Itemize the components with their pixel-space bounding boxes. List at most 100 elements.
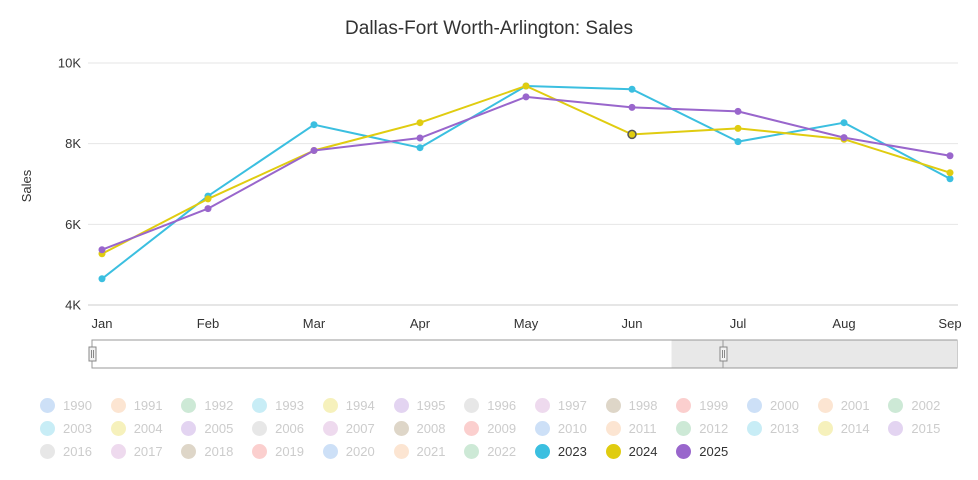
legend-label: 2015 [911,420,941,436]
legend-item-2016[interactable]: 2016 [40,441,92,461]
legend-label: 1990 [63,397,92,413]
legend-marker-icon [747,420,762,436]
legend-item-2019[interactable]: 2019 [252,441,304,461]
legend-item-2015[interactable]: 2015 [888,418,940,438]
legend-label: 2002 [911,397,941,413]
legend-marker-icon [605,443,621,459]
legend-item-2021[interactable]: 2021 [393,441,445,461]
legend-item-2006[interactable]: 2006 [252,418,304,438]
legend-item-1991[interactable]: 1991 [110,395,163,415]
x-tick-label: Apr [410,316,431,331]
data-point[interactable] [946,175,954,183]
legend-item-1990[interactable]: 1990 [40,395,92,415]
data-point[interactable] [416,119,424,127]
legend-item-2023[interactable]: 2023 [534,441,587,461]
series-2023 [98,82,954,283]
legend-item-2002[interactable]: 2002 [888,395,940,415]
legend-marker-icon [676,420,692,436]
data-point[interactable] [98,275,106,283]
series-2025 [98,93,954,254]
legend-item-1996[interactable]: 1996 [464,395,516,415]
legend-label: 2005 [204,420,234,436]
legend-marker-icon [110,443,126,459]
data-point[interactable] [946,152,954,160]
y-tick-label: 4K [65,298,81,313]
legend-item-2013[interactable]: 2013 [747,418,799,438]
data-point[interactable] [840,119,848,127]
data-point[interactable] [522,82,530,90]
legend-item-2009[interactable]: 2009 [464,418,516,438]
legend-item-2020[interactable]: 2020 [322,441,375,461]
legend-label: 1994 [345,397,375,413]
legend-item-2010[interactable]: 2010 [534,418,587,438]
legend-item-2008[interactable]: 2008 [393,418,445,438]
range-selector-unselected [671,340,957,368]
legend-item-1995[interactable]: 1995 [393,395,446,415]
legend-label: 1998 [628,397,658,413]
legend-item-1997[interactable]: 1997 [534,395,587,415]
legend-item-2022[interactable]: 2022 [464,441,516,461]
legend-item-2012[interactable]: 2012 [676,418,728,438]
legend-label: 2010 [557,420,587,436]
legend-item-1998[interactable]: 1998 [605,395,658,415]
legend-marker-icon [110,397,126,413]
legend-marker-icon [747,397,762,413]
legend-marker-icon [888,420,904,436]
legend-item-2001[interactable]: 2001 [817,395,870,415]
legend-marker-icon [534,397,550,413]
legend-marker-icon [252,397,268,413]
legend-label: 1997 [557,397,587,413]
legend-item-2025[interactable]: 2025 [676,441,728,461]
legend-item-1993[interactable]: 1993 [252,395,304,415]
legend-marker-icon [817,397,833,413]
legend-label: 2011 [628,420,657,436]
legend-item-1992[interactable]: 1992 [181,395,233,415]
range-handle-left[interactable] [88,346,97,362]
legend-marker-icon [676,397,692,413]
legend-marker-icon [393,443,409,459]
legend-item-2024[interactable]: 2024 [605,441,658,461]
legend-label: 1992 [204,397,234,413]
data-point[interactable] [204,195,212,203]
legend-item-1994[interactable]: 1994 [322,395,375,415]
data-point[interactable] [98,246,106,254]
legend-label: 2003 [63,420,92,436]
legend-item-2005[interactable]: 2005 [181,418,233,438]
legend-label: 2009 [487,420,517,436]
data-point[interactable] [522,93,530,101]
data-point[interactable] [204,205,212,213]
legend-item-2011[interactable]: 2011 [605,418,657,438]
legend-item-2003[interactable]: 2003 [40,418,92,438]
y-tick-label: 6K [65,217,81,232]
legend-marker-icon [322,420,338,436]
data-point[interactable] [310,147,318,155]
data-point[interactable] [734,124,742,132]
range-handle-right[interactable] [719,346,728,362]
data-point[interactable] [310,121,318,129]
data-point[interactable] [416,134,424,142]
legend-item-2014[interactable]: 2014 [817,418,870,438]
legend-item-2000[interactable]: 2000 [747,395,799,415]
data-point[interactable] [946,169,954,177]
data-point[interactable] [628,85,636,93]
data-point[interactable] [734,107,742,115]
legend-label: 2018 [204,443,234,459]
legend-item-2017[interactable]: 2017 [110,441,163,461]
data-point[interactable] [627,129,637,140]
legend-label: 2007 [345,420,375,436]
data-point[interactable] [734,138,742,146]
range-selector[interactable] [88,339,958,369]
data-point[interactable] [628,103,636,111]
legend-item-2018[interactable]: 2018 [181,441,233,461]
legend-marker-icon [605,397,621,413]
legend-item-2007[interactable]: 2007 [322,418,375,438]
legend-marker-icon [534,443,550,459]
data-point[interactable] [416,144,424,152]
legend-marker-icon [393,397,409,413]
x-tick-label: Mar [303,316,326,331]
legend-item-2004[interactable]: 2004 [110,418,163,438]
legend-label: 1995 [416,397,446,413]
data-point[interactable] [840,134,848,142]
legend-item-1999[interactable]: 1999 [676,395,728,415]
y-axis-label: Sales [19,169,34,202]
